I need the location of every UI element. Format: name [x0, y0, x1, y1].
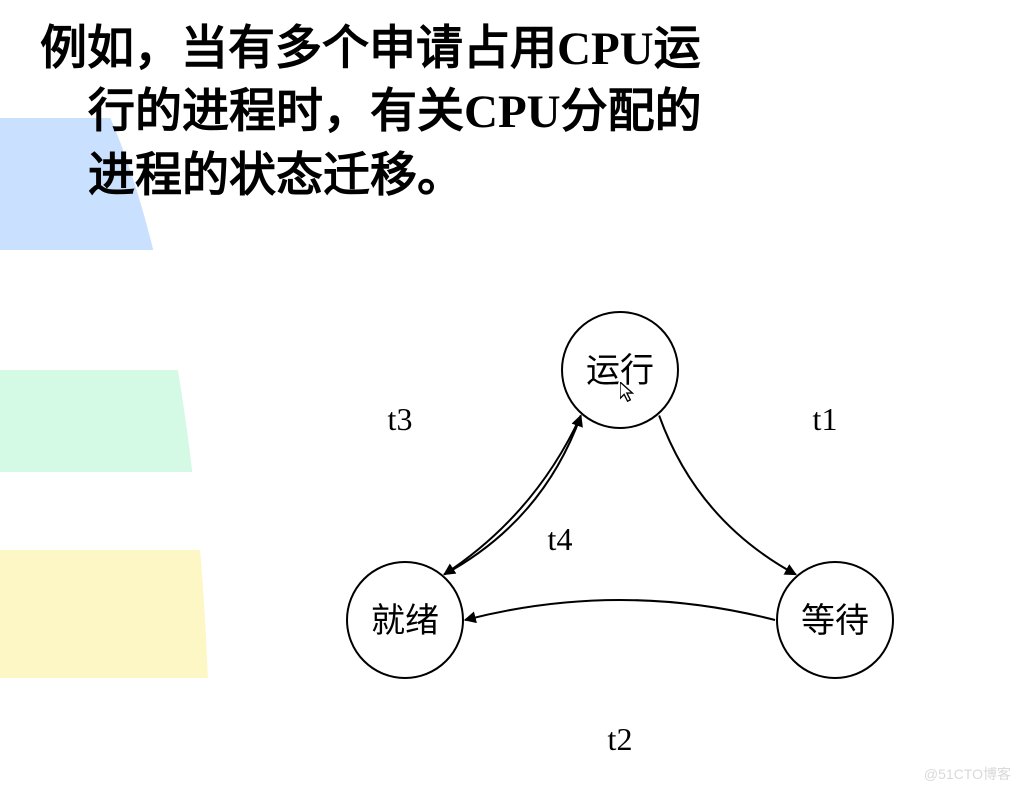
title-line-1: 例如，当有多个申请占用CPU运	[40, 18, 940, 81]
watermark-text: @51CTO博客	[924, 764, 1011, 784]
edge-label-t3: t3	[388, 401, 413, 437]
cursor-icon	[620, 382, 642, 404]
slide-title: 例如，当有多个申请占用CPU运 行的进程时，有关CPU分配的 进程的状态迁移。	[40, 18, 940, 208]
edge-label-t4: t4	[548, 521, 573, 557]
title-line-3: 进程的状态迁移。	[40, 145, 940, 208]
edge-t1	[659, 415, 796, 574]
state-label-waiting: 等待	[801, 602, 869, 640]
state-transition-diagram: t1t2t3t4运行就绪等待	[270, 280, 970, 780]
edge-label-t1: t1	[813, 401, 838, 437]
state-label-ready: 就绪	[371, 602, 439, 640]
title-line-2: 行的进程时，有关CPU分配的	[40, 81, 940, 144]
edge-label-t2: t2	[608, 721, 633, 757]
edge-t2	[465, 600, 775, 620]
